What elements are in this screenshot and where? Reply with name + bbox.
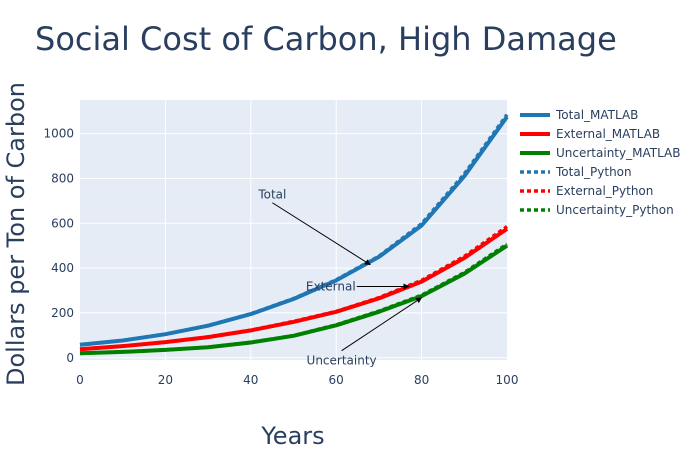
x-tick-label: 100 bbox=[496, 373, 519, 387]
x-axis-title: Years bbox=[260, 422, 324, 450]
series-line-uncertainty-python bbox=[79, 242, 508, 356]
annotations: Total External Uncertainty bbox=[257, 188, 423, 368]
y-tick-label: 400 bbox=[51, 261, 74, 275]
grid bbox=[80, 100, 507, 360]
annotation-label: External bbox=[306, 279, 356, 293]
series-line-total-python bbox=[79, 113, 509, 347]
x-tick-label: 80 bbox=[414, 373, 429, 387]
y-tick-label: 1000 bbox=[43, 127, 74, 141]
plot-area bbox=[80, 100, 507, 360]
legend-item-label: External_Python bbox=[556, 184, 653, 198]
legend-item-label: Uncertainty_MATLAB bbox=[556, 146, 680, 160]
ticks: 0 200 400 600 800 1000 0 20 40 60 80 100 bbox=[43, 127, 518, 387]
legend: Total_MATLAB External_MATLAB Uncertainty_M… bbox=[520, 108, 680, 217]
y-tick-label: 800 bbox=[51, 171, 74, 185]
annotation-arrow bbox=[272, 202, 371, 266]
y-tick-label: 0 bbox=[66, 351, 74, 365]
y-axis-title: Dollars per Ton of Carbon bbox=[2, 82, 30, 386]
legend-item-label: External_MATLAB bbox=[556, 127, 660, 141]
legend-item-label: Total_MATLAB bbox=[555, 108, 638, 122]
x-tick-label: 60 bbox=[329, 373, 344, 387]
y-tick-label: 600 bbox=[51, 216, 74, 230]
x-tick-label: 20 bbox=[158, 373, 173, 387]
annotation-label: Total bbox=[257, 188, 286, 202]
annotation-label: Uncertainty bbox=[307, 354, 377, 368]
legend-item-label: Total_Python bbox=[555, 165, 632, 179]
y-tick-label: 200 bbox=[51, 306, 74, 320]
series-layer bbox=[79, 113, 509, 356]
x-tick-label: 0 bbox=[76, 373, 84, 387]
chart-title: Social Cost of Carbon, High Damage bbox=[35, 20, 617, 58]
annotation-arrow bbox=[341, 297, 423, 352]
series-line-external-python bbox=[79, 225, 509, 351]
x-tick-label: 40 bbox=[243, 373, 258, 387]
legend-item-label: Uncertainty_Python bbox=[556, 203, 674, 217]
